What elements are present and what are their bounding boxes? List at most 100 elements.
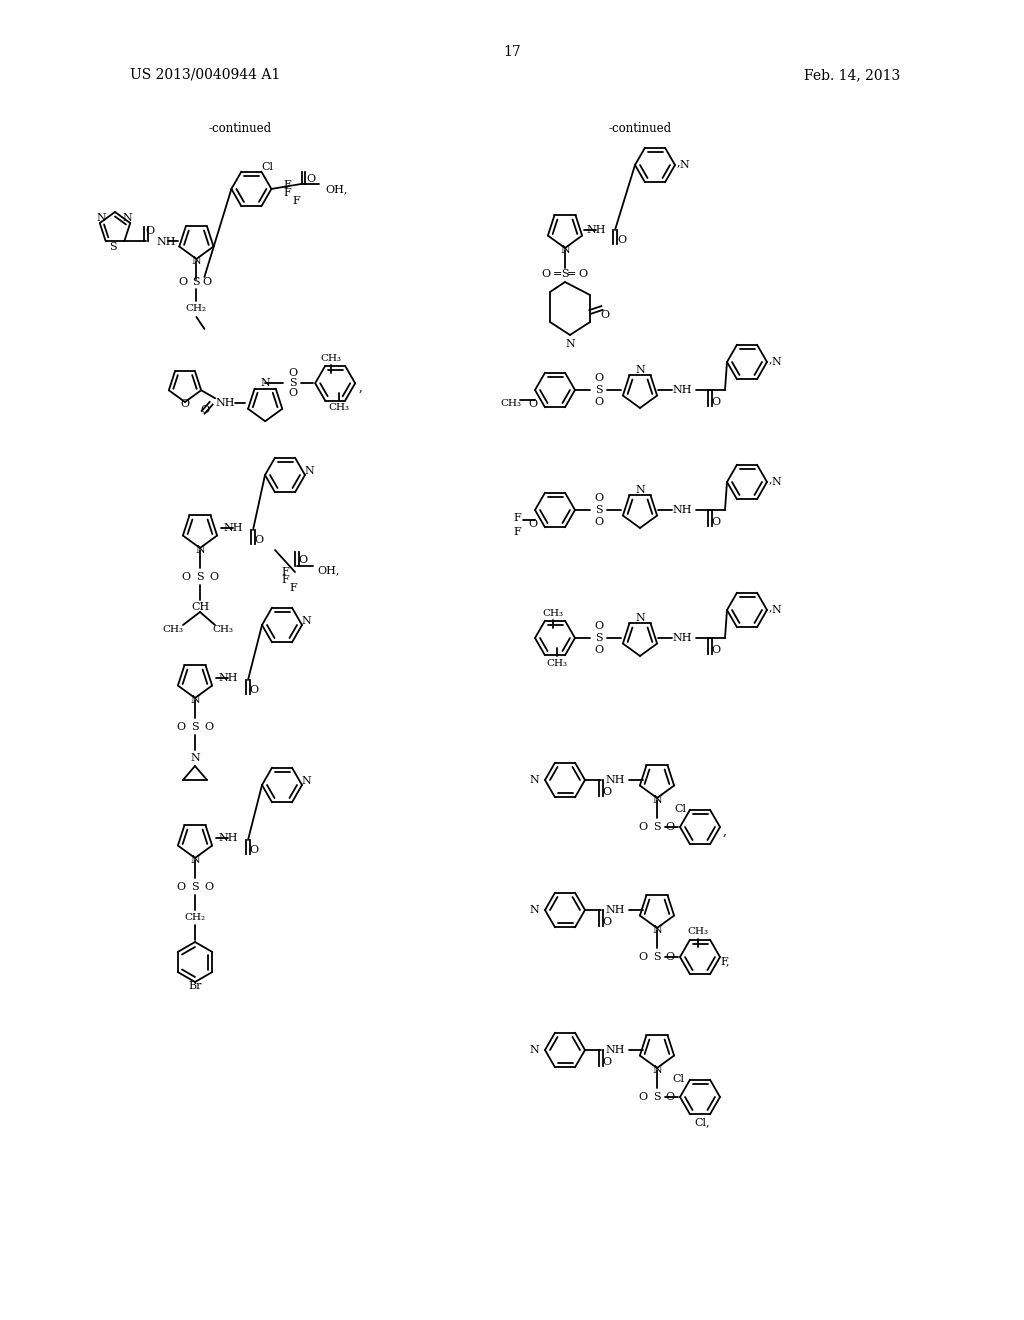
Text: O: O [181,572,190,582]
Text: N: N [771,477,780,487]
Text: F,: F, [720,956,730,966]
Text: CH₃: CH₃ [501,400,521,408]
Text: N: N [679,160,689,170]
Text: O: O [254,535,263,545]
Text: N: N [635,484,645,495]
Text: N: N [635,366,645,375]
Text: N: N [122,213,132,223]
Text: -continued: -continued [608,121,672,135]
Text: O: O [307,174,316,183]
Text: Feb. 14, 2013: Feb. 14, 2013 [804,69,900,82]
Text: NH: NH [218,833,238,843]
Text: O: O [666,1092,675,1102]
Text: O: O [666,822,675,832]
Text: F: F [284,187,291,198]
Text: NH: NH [605,906,625,915]
Text: S: S [193,277,201,286]
Text: N: N [301,776,311,785]
Text: -continued: -continued [209,121,271,135]
Text: NH: NH [605,775,625,785]
Text: 17: 17 [503,45,521,59]
Text: O: O [180,399,189,409]
Text: S: S [595,385,603,395]
Text: NH: NH [605,1045,625,1055]
Text: S: S [191,722,199,733]
Text: Cl: Cl [261,162,273,172]
Text: S: S [191,882,199,892]
Text: F: F [513,527,521,537]
Text: CH₂: CH₂ [184,913,206,923]
Text: O: O [298,554,307,565]
Text: O: O [205,722,214,733]
Text: N: N [565,339,574,348]
Text: N: N [301,616,311,626]
Text: O: O [210,572,218,582]
Text: S: S [110,242,117,252]
Text: =: = [553,269,562,279]
Text: CH₃: CH₃ [213,626,233,635]
Text: N: N [635,612,645,623]
Text: S: S [653,952,660,962]
Text: ,: , [768,354,772,364]
Text: N: N [304,466,314,477]
Text: NH: NH [672,634,692,643]
Text: CH₃: CH₃ [687,928,709,936]
Text: CH₃: CH₃ [321,354,342,363]
Text: O: O [595,645,603,655]
Text: F: F [289,583,297,593]
Text: ,: , [676,157,680,168]
Text: N: N [196,545,205,554]
Text: O: O [176,722,185,733]
Text: O: O [712,645,721,655]
Text: NH: NH [672,385,692,395]
Text: Cl: Cl [672,1074,684,1084]
Text: N: N [652,1065,662,1074]
Text: O: O [638,1092,647,1102]
Text: F: F [513,513,521,523]
Text: O: O [602,1057,611,1067]
Text: O: O [289,388,298,399]
Text: O: O [666,952,675,962]
Text: O: O [579,269,588,279]
Text: O: O [617,235,627,246]
Text: NH: NH [672,506,692,515]
Text: O: O [542,269,551,279]
Text: N: N [190,855,200,865]
Text: O: O [712,517,721,527]
Text: F: F [282,568,289,577]
Text: N: N [190,752,200,763]
Text: NH: NH [218,673,238,682]
Text: N: N [190,696,200,705]
Text: S: S [290,379,297,388]
Text: S: S [197,572,204,582]
Text: O: O [250,685,259,696]
Text: NH: NH [157,238,176,247]
Text: S: S [653,822,660,832]
Text: O: O [602,917,611,927]
Text: O: O [595,620,603,631]
Text: O: O [602,787,611,797]
Text: F: F [284,180,291,190]
Text: N: N [771,356,780,367]
Text: O: O [595,492,603,503]
Text: ,: , [768,602,772,612]
Text: S: S [653,1092,660,1102]
Text: F: F [293,195,300,206]
Text: O: O [145,226,155,236]
Text: N: N [560,246,570,255]
Text: O: O [250,845,259,855]
Text: N: N [529,775,539,785]
Text: O: O [289,368,298,379]
Text: =: = [567,269,577,279]
Text: S: S [561,269,568,279]
Text: ,: , [723,825,727,837]
Text: O: O [595,374,603,383]
Text: NH: NH [223,523,243,533]
Text: Br: Br [188,981,202,991]
Text: O: O [203,277,212,286]
Text: ,: , [358,380,362,393]
Text: OH,: OH, [317,565,339,576]
Text: O: O [528,519,538,529]
Text: O: O [595,517,603,527]
Text: N: N [771,605,780,615]
